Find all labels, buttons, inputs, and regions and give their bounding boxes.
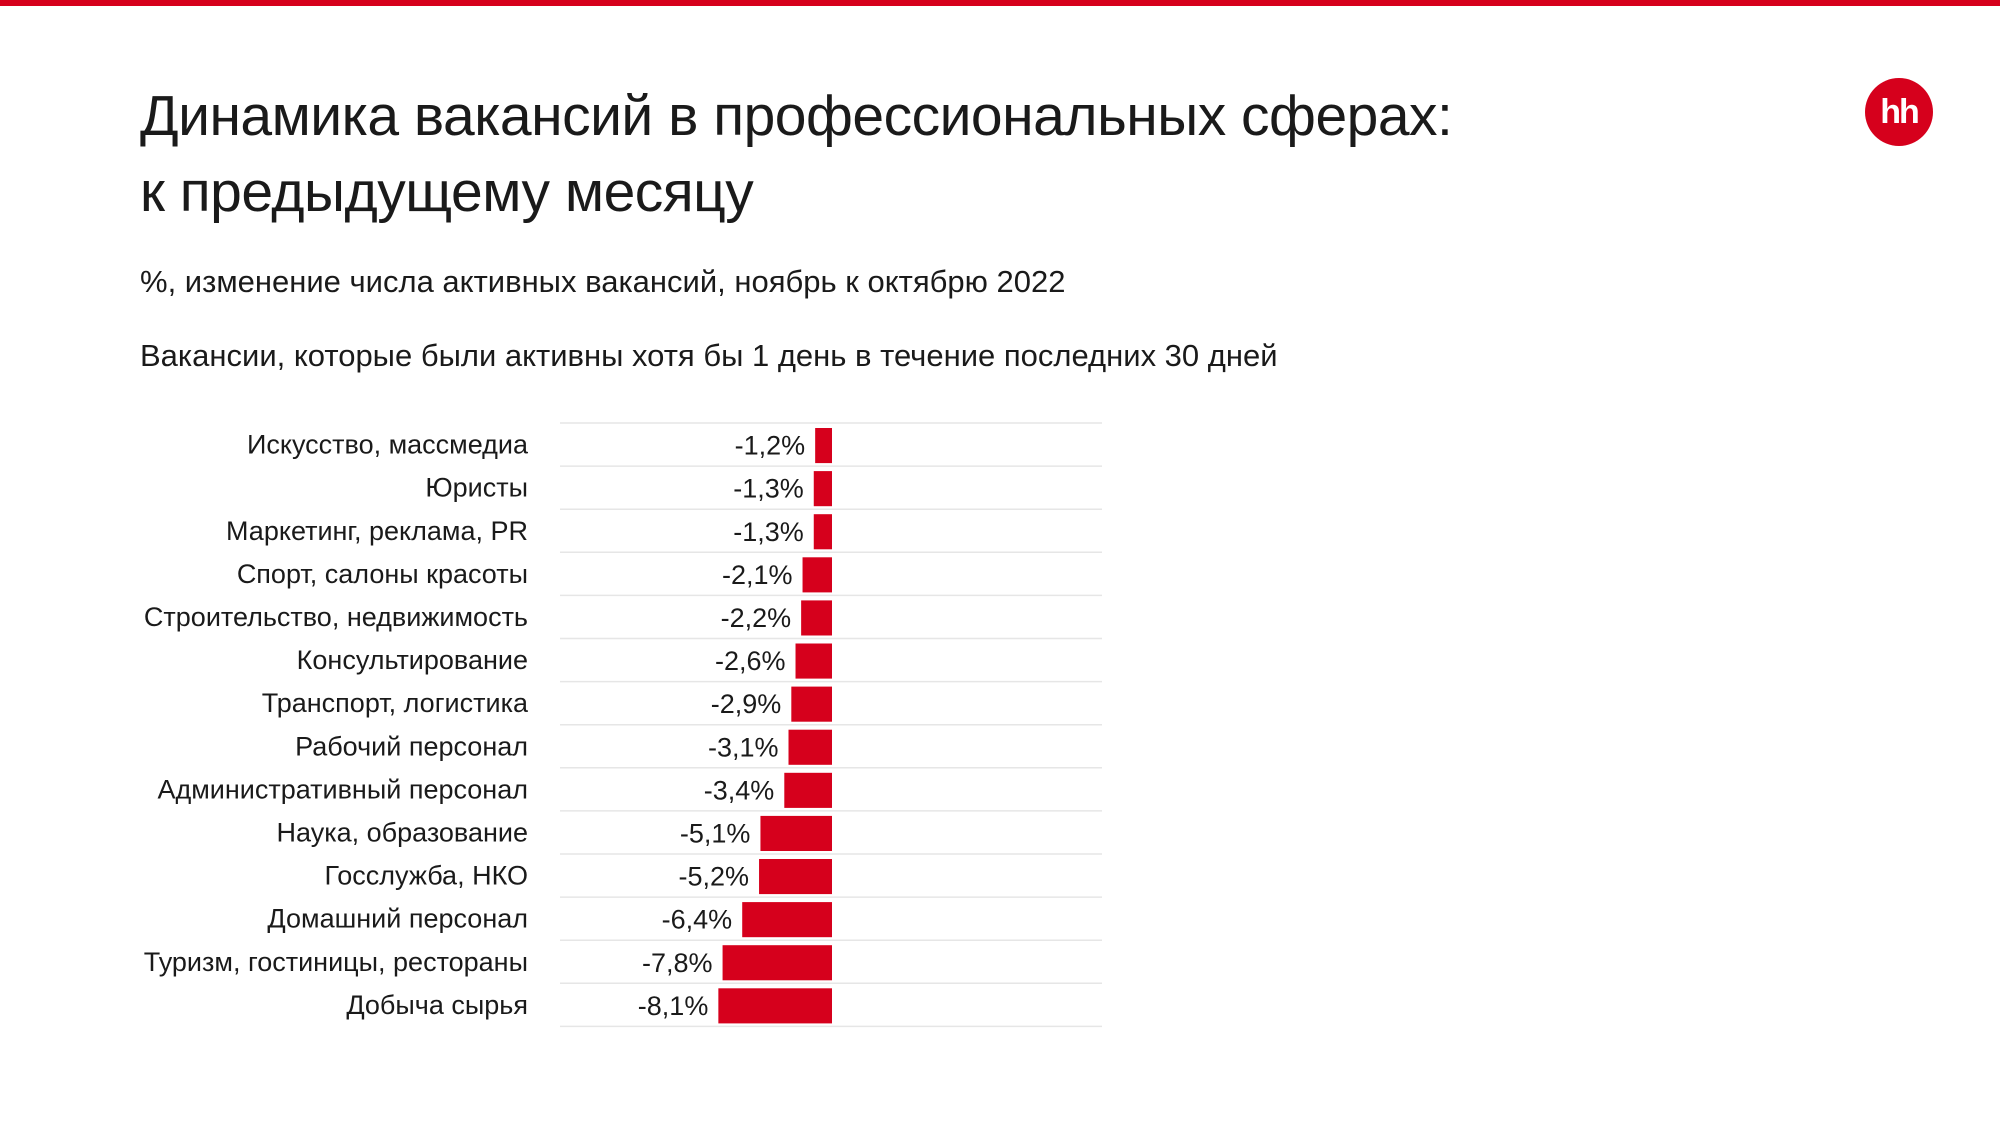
bar bbox=[802, 557, 832, 593]
top-accent-bar bbox=[0, 0, 2000, 6]
bar bbox=[791, 686, 832, 722]
bar bbox=[722, 945, 832, 981]
bar bbox=[759, 859, 832, 895]
chart-note: Вакансии, которые были активны хотя бы 1… bbox=[140, 338, 1278, 373]
page-title-line-2: к предыдущему месяцу bbox=[140, 160, 754, 224]
bar bbox=[718, 988, 832, 1024]
category-label: Строительство, недвижимость bbox=[144, 602, 528, 632]
bar bbox=[788, 729, 832, 765]
category-label: Домашний персонал bbox=[267, 904, 528, 934]
category-label: Госслужба, НКО bbox=[324, 861, 528, 891]
value-label: -1,3% bbox=[733, 517, 804, 547]
bar bbox=[795, 643, 832, 679]
value-label: -2,9% bbox=[711, 689, 782, 719]
value-label: -3,1% bbox=[708, 732, 779, 762]
category-label: Юристы bbox=[425, 473, 528, 503]
bar bbox=[801, 600, 832, 636]
value-label: -5,1% bbox=[680, 818, 751, 848]
value-label: -1,2% bbox=[735, 431, 806, 461]
bar bbox=[742, 902, 832, 938]
value-label: -8,1% bbox=[638, 991, 709, 1021]
category-label: Рабочий персонал bbox=[295, 731, 528, 761]
bar bbox=[813, 471, 832, 507]
value-label: -2,2% bbox=[721, 603, 792, 633]
chart-subtitle: %, изменение числа активных вакансий, но… bbox=[140, 264, 1066, 299]
page-title: Динамика вакансий в профессиональных сфе… bbox=[140, 78, 1740, 230]
category-label: Транспорт, логистика bbox=[262, 688, 529, 718]
hh-logo: hh bbox=[1865, 78, 1933, 146]
category-label: Маркетинг, реклама, PR bbox=[226, 516, 528, 546]
bar bbox=[760, 815, 832, 851]
category-label: Искусство, массмедиа bbox=[247, 430, 529, 460]
bar bbox=[784, 772, 832, 808]
value-label: -3,4% bbox=[704, 775, 775, 805]
bar bbox=[813, 514, 832, 550]
value-label: -2,6% bbox=[715, 646, 786, 676]
bar bbox=[815, 428, 832, 464]
category-label: Консультирование bbox=[297, 645, 528, 675]
page-title-line-1: Динамика вакансий в профессиональных сфе… bbox=[140, 84, 1453, 148]
category-label: Спорт, салоны красоты bbox=[237, 559, 528, 589]
value-label: -2,1% bbox=[722, 560, 793, 590]
category-label: Наука, образование bbox=[276, 817, 528, 847]
category-label: Административный персонал bbox=[157, 774, 528, 804]
category-label: Туризм, гостиницы, рестораны bbox=[144, 947, 528, 977]
value-label: -7,8% bbox=[642, 948, 713, 978]
category-label: Добыча сырья bbox=[346, 990, 528, 1020]
value-label: -6,4% bbox=[662, 905, 733, 935]
value-label: -5,2% bbox=[678, 862, 749, 892]
value-label: -1,3% bbox=[733, 474, 804, 504]
